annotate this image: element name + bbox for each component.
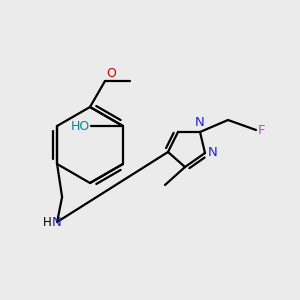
Text: N: N (52, 215, 62, 229)
Text: N: N (195, 116, 205, 129)
Text: N: N (208, 146, 218, 160)
Text: O: O (106, 67, 116, 80)
Text: H: H (43, 215, 52, 229)
Text: HO: HO (71, 119, 90, 133)
Text: F: F (258, 124, 266, 136)
